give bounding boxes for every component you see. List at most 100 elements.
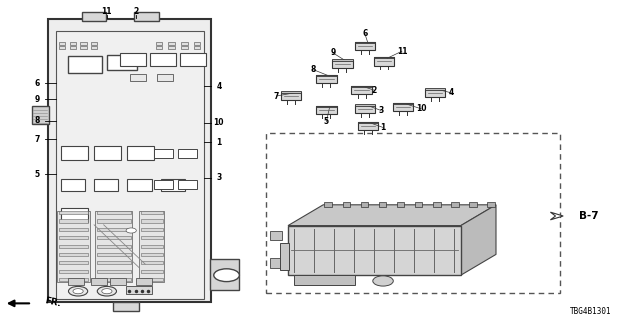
Text: 10: 10 (416, 104, 426, 113)
Bar (80, 42, 86, 45)
Bar (82, 12, 106, 21)
Polygon shape (550, 212, 563, 220)
Bar (397, 202, 404, 207)
Text: TBG4B1301: TBG4B1301 (570, 307, 611, 316)
Bar (59, 46, 65, 49)
Circle shape (102, 289, 112, 294)
Bar (168, 42, 175, 45)
Bar (59, 236, 88, 239)
Bar (316, 75, 337, 76)
Bar (110, 278, 126, 285)
Text: 5: 5 (35, 170, 40, 179)
Bar (355, 42, 375, 43)
Bar (178, 180, 197, 189)
Bar (107, 55, 137, 70)
Bar (393, 103, 413, 104)
Bar (134, 12, 159, 21)
Circle shape (97, 286, 116, 296)
Text: 11: 11 (397, 47, 407, 56)
Bar (451, 202, 459, 207)
Polygon shape (461, 205, 496, 275)
Bar (194, 42, 200, 45)
Bar (141, 278, 163, 281)
Circle shape (372, 276, 393, 286)
Bar (433, 202, 440, 207)
Bar (97, 244, 131, 248)
Bar (113, 302, 139, 311)
Bar (120, 53, 146, 66)
Bar (57, 211, 90, 282)
Bar (97, 211, 131, 214)
Bar (139, 211, 164, 282)
Bar (425, 88, 445, 90)
Bar (68, 56, 102, 73)
Text: 3: 3 (216, 173, 221, 182)
Bar (351, 86, 372, 94)
Bar (332, 60, 353, 68)
Bar (161, 179, 185, 191)
Text: 8: 8 (35, 116, 40, 125)
Bar (95, 211, 132, 282)
Text: 1: 1 (380, 123, 385, 132)
Bar (469, 202, 477, 207)
Bar (59, 253, 88, 256)
Polygon shape (288, 205, 496, 226)
Bar (141, 228, 163, 231)
Bar (32, 106, 49, 124)
Bar (97, 219, 131, 222)
Bar (141, 219, 163, 222)
Text: 2: 2 (134, 7, 139, 16)
Bar (141, 261, 163, 265)
Bar (97, 228, 131, 231)
Bar (91, 46, 97, 49)
Bar (355, 104, 375, 106)
Bar (154, 180, 173, 189)
Text: 7: 7 (274, 92, 279, 100)
Bar (56, 31, 204, 299)
Bar (168, 46, 175, 49)
Bar (130, 74, 146, 81)
Bar (97, 270, 131, 273)
Bar (91, 42, 97, 45)
Text: 6: 6 (362, 29, 367, 38)
Text: 1: 1 (216, 138, 221, 147)
Bar (141, 253, 163, 256)
Bar (281, 92, 301, 93)
Bar (355, 105, 375, 113)
Bar (94, 147, 121, 160)
Bar (61, 179, 85, 191)
Bar (136, 278, 152, 285)
Circle shape (68, 286, 88, 296)
Text: 5: 5 (324, 117, 329, 126)
Circle shape (126, 228, 136, 233)
Bar (61, 208, 88, 221)
Text: 7: 7 (35, 135, 40, 144)
Bar (270, 231, 282, 241)
Bar (194, 46, 200, 49)
Bar (316, 106, 337, 107)
Bar (150, 53, 176, 66)
Bar (59, 42, 65, 45)
Bar (141, 270, 163, 273)
Bar (59, 278, 88, 281)
Bar (415, 202, 422, 207)
Text: 4: 4 (449, 88, 454, 97)
Bar (281, 92, 301, 100)
Bar (141, 236, 163, 239)
Bar (210, 259, 239, 290)
Bar (97, 253, 131, 256)
Bar (355, 42, 375, 51)
Bar (141, 244, 163, 248)
Bar (294, 275, 355, 285)
Bar (141, 211, 163, 214)
Text: 9: 9 (35, 95, 40, 104)
Bar (425, 89, 445, 97)
Bar (178, 149, 197, 158)
Text: 6: 6 (35, 79, 40, 88)
Text: 4: 4 (216, 82, 221, 91)
Bar (59, 211, 88, 214)
Bar (487, 202, 495, 207)
Bar (332, 60, 353, 61)
Bar (97, 236, 131, 239)
Bar (316, 106, 337, 115)
